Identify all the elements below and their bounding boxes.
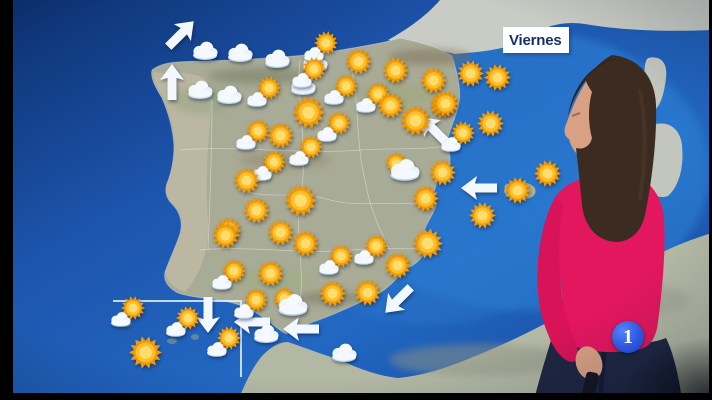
day-label: Viernes: [509, 31, 562, 49]
frame-bar-bottom: [0, 393, 712, 400]
day-label-box: Viernes: [503, 27, 569, 53]
frame-bar-left: [0, 0, 13, 400]
channel-logo-number: 1: [623, 326, 633, 348]
channel-logo-la1: 1: [612, 321, 644, 353]
